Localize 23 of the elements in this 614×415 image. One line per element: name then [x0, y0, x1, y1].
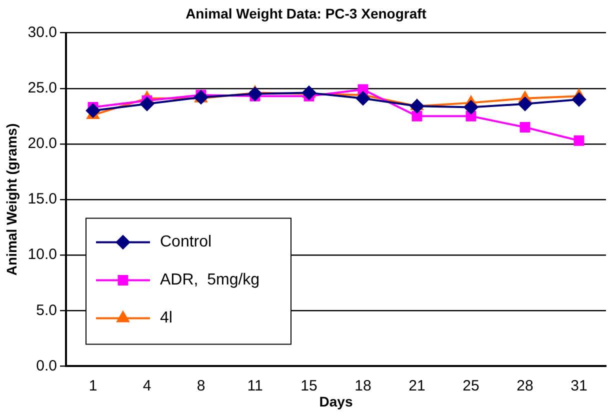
- y-tick-label: 30.0: [28, 24, 57, 41]
- x-tick-label: 11: [247, 377, 263, 394]
- x-axis-title: Days: [319, 393, 353, 410]
- x-tick-label: 21: [408, 377, 426, 394]
- y-tick-label: 15.0: [28, 190, 57, 208]
- x-tick-label: 8: [196, 377, 206, 394]
- legend-label: 4l: [160, 310, 172, 327]
- y-tick-label: 20.0: [28, 135, 57, 152]
- x-tick-label: 1: [88, 377, 98, 394]
- y-tick-label: 10.0: [28, 246, 57, 264]
- x-tick-label: 31: [570, 377, 588, 394]
- x-tick-label: 15: [300, 377, 318, 394]
- x-tick-label: 25: [462, 377, 480, 394]
- legend-label: ADR, 5mg/kg: [160, 272, 260, 289]
- x-tick-label: 18: [354, 377, 372, 394]
- legend-label: Control: [160, 234, 212, 251]
- x-tick-label: 4: [142, 377, 152, 394]
- y-tick-label: 0.0: [36, 357, 57, 374]
- y-axis-title: Animal Weight (grams): [3, 123, 20, 276]
- y-tick-label: 25.0: [28, 80, 57, 97]
- y-tick-label: 5.0: [36, 302, 57, 319]
- x-tick-label: 28: [516, 377, 534, 394]
- chart-title: Animal Weight Data: PC-3 Xenograft: [186, 5, 427, 22]
